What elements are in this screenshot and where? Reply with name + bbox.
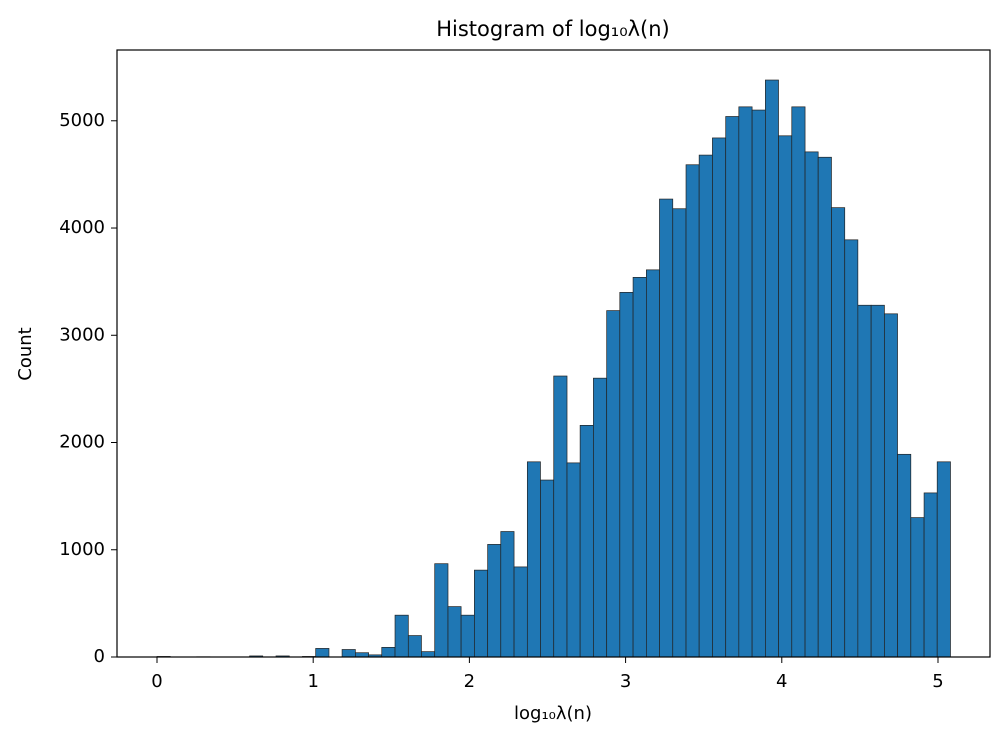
bar: [923, 492, 938, 658]
plot-frame: [116, 49, 991, 658]
bar: [474, 569, 489, 658]
bar: [672, 208, 687, 658]
bar: [566, 462, 581, 658]
bar: [844, 239, 859, 658]
bar: [725, 116, 740, 658]
bar: [606, 310, 621, 658]
bar: [407, 635, 422, 658]
bar: [910, 517, 925, 658]
bar: [421, 651, 436, 658]
bar: [579, 425, 594, 658]
bar: [434, 563, 449, 658]
bar: [447, 606, 462, 658]
bar: [936, 461, 951, 658]
y-tick-label: 4000: [59, 217, 105, 238]
x-tick-label: 3: [620, 671, 631, 692]
bar: [791, 106, 806, 658]
bar: [341, 649, 356, 658]
y-tick-label: 1000: [59, 539, 105, 560]
bar: [381, 646, 396, 658]
bar: [646, 269, 660, 658]
bar: [632, 277, 647, 658]
bar: [685, 164, 700, 658]
bar: [513, 566, 528, 658]
bar: [870, 304, 885, 658]
bar: [831, 207, 846, 658]
bar: [765, 79, 779, 658]
bar: [884, 313, 898, 658]
bar: [619, 292, 634, 658]
x-tick-label: 1: [307, 671, 318, 692]
y-tick-label: 3000: [59, 324, 105, 345]
x-tick-label: 2: [464, 671, 475, 692]
bar: [553, 375, 568, 658]
y-tick-label: 5000: [59, 110, 105, 131]
x-tick-label: 4: [776, 671, 787, 692]
bar: [526, 461, 541, 658]
bar: [315, 648, 330, 658]
bar: [460, 614, 475, 658]
bar: [778, 135, 793, 658]
bar: [500, 531, 515, 658]
bar: [659, 198, 674, 658]
bar: [751, 109, 766, 658]
bar: [738, 106, 753, 658]
y-tick-label: 2000: [59, 432, 105, 453]
chart-title: Histogram of log₁₀λ(n): [436, 17, 670, 41]
bar: [487, 544, 502, 658]
bar: [804, 151, 819, 658]
y-axis-label: Count: [15, 327, 36, 380]
y-tick-label: 0: [94, 646, 105, 667]
x-axis-label: log₁₀λ(n): [514, 703, 592, 724]
bar: [698, 154, 713, 658]
bar: [817, 156, 832, 658]
x-tick-label: 0: [151, 671, 162, 692]
bar: [857, 304, 872, 658]
x-tick-label: 5: [932, 671, 943, 692]
bar: [712, 137, 727, 658]
bar: [394, 614, 409, 658]
bar: [355, 652, 369, 658]
bar: [593, 377, 608, 658]
bar: [897, 453, 912, 658]
bar: [540, 479, 555, 658]
